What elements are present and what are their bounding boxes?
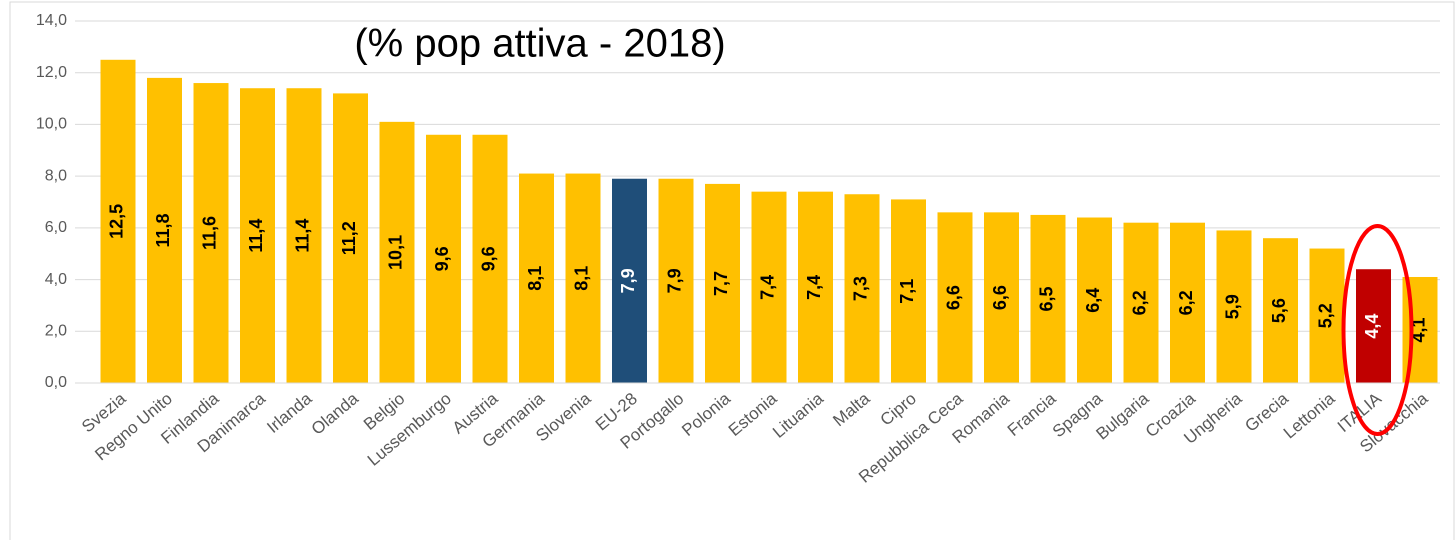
x-tick-label: Malta xyxy=(829,389,873,431)
data-label: 9,6 xyxy=(479,246,499,271)
x-tick-label: Polonia xyxy=(678,389,734,440)
bar xyxy=(984,212,1019,383)
y-tick-label: 10,0 xyxy=(36,116,67,133)
y-tick-label: 2,0 xyxy=(45,323,67,340)
bar xyxy=(565,173,601,383)
y-tick-label: 14,0 xyxy=(36,12,67,29)
data-label: 8,1 xyxy=(572,266,592,291)
data-label: 6,6 xyxy=(944,285,964,310)
bar xyxy=(333,93,368,384)
bar xyxy=(1077,217,1112,383)
bar xyxy=(1030,214,1066,383)
bar xyxy=(147,77,182,383)
data-label: 4,1 xyxy=(1409,317,1429,342)
data-label: 11,4 xyxy=(293,219,313,253)
bar xyxy=(1309,248,1345,383)
x-tick-label: Francia xyxy=(1004,389,1060,440)
bar xyxy=(1216,230,1252,383)
bar xyxy=(379,121,415,383)
data-label: 7,9 xyxy=(618,268,638,293)
bar xyxy=(472,134,508,383)
y-tick-label: 4,0 xyxy=(45,271,67,288)
bar xyxy=(891,199,926,383)
chart-frame xyxy=(9,1,1455,540)
y-tick-label: 0,0 xyxy=(45,374,67,391)
data-label: 7,1 xyxy=(897,279,917,304)
data-label: 7,3 xyxy=(851,276,871,301)
data-label: 12,5 xyxy=(107,204,127,239)
x-tick-label: Lettonia xyxy=(1280,389,1339,443)
x-tick-label: Olanda xyxy=(308,389,363,439)
data-label: 6,2 xyxy=(1176,290,1196,315)
data-label: 7,9 xyxy=(665,268,685,293)
bar xyxy=(798,191,833,383)
bar xyxy=(426,134,461,383)
x-tick-label: Bulgaria xyxy=(1092,389,1152,444)
bar xyxy=(658,178,694,383)
data-label: 7,4 xyxy=(758,275,778,300)
y-tick-label: 6,0 xyxy=(45,219,67,236)
data-label: 6,6 xyxy=(990,285,1010,310)
bar xyxy=(519,173,554,383)
y-tick-label: 12,0 xyxy=(36,64,67,81)
bar xyxy=(193,83,229,384)
data-label: 8,1 xyxy=(525,266,545,291)
bar xyxy=(705,183,740,383)
bar xyxy=(240,88,275,383)
data-label: 11,2 xyxy=(339,221,359,255)
data-label: 6,5 xyxy=(1037,286,1057,311)
bar xyxy=(1356,269,1391,383)
data-label: 7,7 xyxy=(711,271,731,296)
bar xyxy=(1263,238,1298,383)
bar xyxy=(286,88,322,383)
bar xyxy=(844,194,880,383)
data-label: 4,4 xyxy=(1362,314,1382,339)
data-label: 11,8 xyxy=(153,213,173,247)
bar xyxy=(937,212,973,383)
data-label: 7,4 xyxy=(804,275,824,300)
bar xyxy=(751,191,787,383)
data-label: 6,2 xyxy=(1130,290,1150,315)
chart-title: (% pop attiva - 2018) xyxy=(354,22,725,66)
bar xyxy=(1170,222,1205,383)
bar xyxy=(612,178,647,383)
data-label: 10,1 xyxy=(386,235,406,270)
x-tick-label: Irlanda xyxy=(263,389,315,437)
highlight-ellipse xyxy=(1341,224,1414,436)
bar xyxy=(1123,222,1159,383)
data-label: 5,2 xyxy=(1316,303,1336,328)
x-tick-label: Lituania xyxy=(769,389,827,442)
data-label: 6,4 xyxy=(1083,288,1103,313)
y-tick-label: 8,0 xyxy=(45,167,67,184)
data-label: 9,6 xyxy=(432,246,452,271)
bar xyxy=(100,59,136,384)
data-label: 11,6 xyxy=(200,216,220,250)
data-label: 11,4 xyxy=(246,219,266,253)
data-label: 5,9 xyxy=(1223,294,1243,319)
data-label: 5,6 xyxy=(1269,298,1289,323)
